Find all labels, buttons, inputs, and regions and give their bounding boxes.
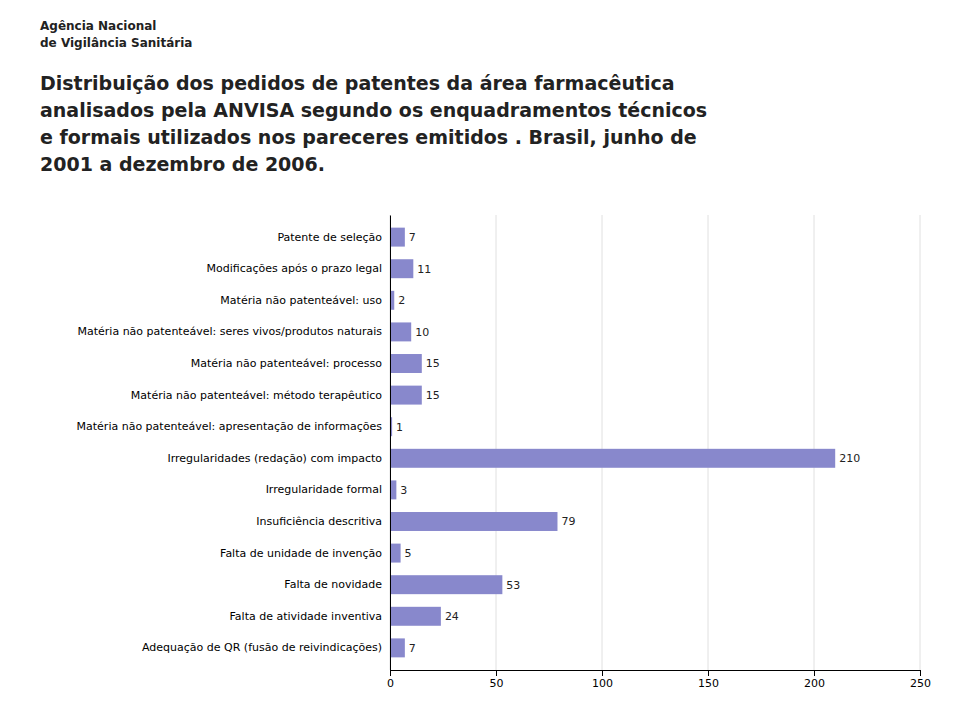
y-tick: Falta de unidade de invenção: [220, 547, 382, 560]
y-tick-label: Falta de novidade: [284, 578, 382, 591]
bar: [390, 449, 835, 468]
annotation: Agência Nacional: [40, 19, 156, 33]
data-labels: 71121015151210379553247: [396, 231, 860, 655]
y-tick-label: Matéria não patenteável: apresentação de…: [77, 420, 383, 433]
data-label: 53: [506, 579, 520, 592]
y-tick-label: Irregularidades (redação) com impacto: [167, 452, 382, 465]
bars: [390, 228, 835, 658]
y-tick-label: Patente de seleção: [277, 231, 382, 244]
y-tick-label: Adequação de QR (fusão de reivindicações…: [142, 641, 382, 654]
y-axis: Patente de seleção Modificações após o pr…: [77, 216, 391, 671]
x-tick-label: 200: [804, 677, 825, 690]
x-tick: 200: [804, 670, 825, 690]
y-tick: Matéria não patenteável: uso: [220, 294, 382, 307]
x-tick-mark: [390, 670, 391, 676]
chart-svg: Agência Nacional de Vigilância Sanitária D…: [0, 0, 960, 710]
x-tick-label: 100: [592, 677, 613, 690]
y-tick-label: Matéria não patenteável: método terapêut…: [131, 389, 382, 402]
x-tick-mark: [496, 670, 497, 676]
title: Distribuição dos pedidos de patentes da …: [40, 72, 675, 94]
x-tick: 0: [387, 670, 394, 690]
plot-area: 71121015151210379553247050100150200250Pa…: [77, 215, 931, 690]
y-tick: Insuficiência descritiva: [256, 515, 382, 528]
data-label: 2: [398, 294, 405, 307]
bar: [390, 544, 401, 563]
x-tick-mark: [708, 670, 709, 676]
data-label: 79: [561, 515, 575, 528]
x-axis: 0 50 100 150 200 250: [387, 670, 931, 690]
grid-line: [602, 215, 603, 670]
y-tick: Matéria não patenteável: apresentação de…: [77, 420, 383, 433]
y-tick: Falta de novidade: [284, 578, 382, 591]
x-tick-label: 50: [490, 677, 504, 690]
data-label: 24: [445, 610, 459, 623]
x-axis-line: [391, 671, 921, 677]
title: analisados pela ANVISA segundo os enquad…: [40, 99, 707, 121]
x-tick-label: 150: [698, 677, 719, 690]
data-label: 11: [417, 263, 431, 276]
bar: [390, 228, 405, 247]
y-tick: Modificações após o prazo legal: [206, 262, 382, 275]
y-tick: Irregularidade formal: [266, 483, 382, 496]
bar: [390, 386, 422, 405]
x-tick-label: 0: [387, 677, 394, 690]
data-label: 15: [426, 389, 440, 402]
y-tick: Falta de atividade inventiva: [230, 610, 382, 623]
y-tick: Matéria não patenteável: processo: [191, 357, 382, 370]
bar: [390, 512, 557, 531]
x-tick-mark: [814, 670, 815, 676]
grid-line: [920, 215, 921, 670]
y-tick: Matéria não patenteável: método terapêut…: [131, 389, 382, 402]
data-label: 3: [400, 484, 407, 497]
y-tick-label: Matéria não patenteável: uso: [220, 294, 382, 307]
data-label: 7: [409, 642, 416, 655]
data-label: 10: [415, 326, 429, 339]
x-tick-mark: [602, 670, 603, 676]
y-tick: Patente de seleção: [277, 231, 382, 244]
x-tick: 100: [592, 670, 613, 690]
data-label: 1: [396, 421, 403, 434]
bar: [390, 322, 411, 341]
title: e formais utilizados nos pareceres emiti…: [40, 126, 697, 148]
data-label: 210: [839, 452, 860, 465]
y-tick-label: Irregularidade formal: [266, 483, 382, 496]
grid: [390, 215, 920, 670]
bar: [390, 575, 502, 594]
grid-line: [814, 215, 815, 670]
data-label: 5: [405, 547, 412, 560]
x-tick: 250: [910, 670, 931, 690]
y-tick-label: Falta de unidade de invenção: [220, 547, 382, 560]
x-tick-label: 250: [910, 677, 931, 690]
x-tick: 50: [490, 670, 504, 690]
y-tick: Matéria não patenteável: seres vivos/pro…: [78, 325, 383, 338]
y-axis-line: [390, 216, 391, 671]
annotation: de Vigilância Sanitária: [40, 36, 192, 50]
bar: [390, 259, 413, 278]
title: 2001 a dezembro de 2006.: [40, 153, 325, 175]
data-label: 7: [409, 231, 416, 244]
y-tick: Adequação de QR (fusão de reivindicações…: [142, 641, 382, 654]
y-tick: Irregularidades (redação) com impacto: [167, 452, 382, 465]
grid-line: [708, 215, 709, 670]
bar: [390, 638, 405, 657]
grid-line: [390, 215, 391, 670]
data-label: 15: [426, 357, 440, 370]
x-tick: 150: [698, 670, 719, 690]
y-tick-label: Modificações após o prazo legal: [206, 262, 382, 275]
y-tick-label: Insuficiência descritiva: [256, 515, 382, 528]
grid-line: [496, 215, 497, 670]
x-tick-mark: [920, 670, 921, 676]
y-tick-label: Matéria não patenteável: processo: [191, 357, 382, 370]
bar: [390, 607, 441, 626]
y-tick-label: Matéria não patenteável: seres vivos/pro…: [78, 325, 383, 338]
y-tick-label: Falta de atividade inventiva: [230, 610, 382, 623]
bar: [390, 354, 422, 373]
